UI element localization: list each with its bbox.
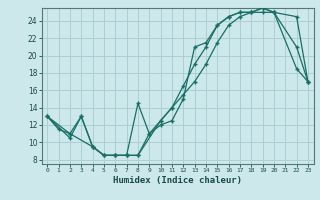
X-axis label: Humidex (Indice chaleur): Humidex (Indice chaleur) — [113, 176, 242, 185]
